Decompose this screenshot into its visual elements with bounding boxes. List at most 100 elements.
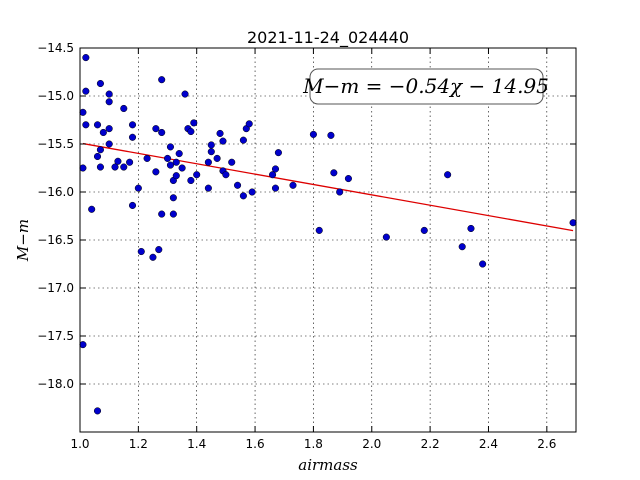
data-point bbox=[245, 120, 253, 128]
data-point bbox=[128, 133, 137, 141]
x-tick-label: 1.4 bbox=[187, 437, 206, 451]
fit-equation-frame bbox=[309, 68, 544, 105]
data-point bbox=[96, 79, 104, 88]
data-point bbox=[219, 137, 227, 145]
fit-equation-text: M−m = −0.54χ − 14.95 bbox=[302, 74, 549, 98]
data-point bbox=[569, 219, 577, 227]
data-point bbox=[330, 169, 338, 177]
data-point bbox=[458, 243, 466, 251]
data-point bbox=[193, 171, 201, 179]
data-point bbox=[444, 171, 452, 179]
y-tick-label: −14.5 bbox=[37, 41, 74, 55]
data-point bbox=[166, 143, 174, 151]
data-point bbox=[204, 184, 212, 192]
data-point bbox=[99, 128, 107, 137]
y-tick-labels: −14.5 −15.0 −15.5 −16.0 −16.5 −17.0 −17.5 −18.0 bbox=[37, 41, 74, 391]
data-points bbox=[79, 54, 577, 415]
data-point bbox=[82, 54, 90, 62]
x-tick-labels: 1.0 1.2 1.4 1.6 1.8 2.0 2.2 2.4 2.6 bbox=[70, 437, 556, 451]
data-point bbox=[271, 184, 280, 192]
data-point bbox=[166, 161, 174, 169]
data-point bbox=[228, 158, 236, 166]
data-point bbox=[382, 233, 390, 241]
data-point bbox=[79, 108, 87, 116]
data-point bbox=[213, 154, 221, 162]
data-point bbox=[79, 341, 87, 349]
data-point bbox=[105, 90, 113, 98]
data-point bbox=[88, 205, 96, 213]
data-point bbox=[336, 188, 344, 196]
data-point bbox=[172, 158, 180, 166]
data-point bbox=[187, 176, 195, 185]
x-tick-label: 2.0 bbox=[362, 437, 381, 451]
y-tick-label: −16.0 bbox=[37, 185, 74, 199]
x-tick-label: 2.6 bbox=[537, 437, 556, 451]
data-point bbox=[155, 246, 163, 254]
data-point bbox=[128, 201, 137, 209]
data-point bbox=[178, 164, 186, 172]
fit-equation-box: M−m = −0.54χ − 14.95 bbox=[302, 68, 549, 105]
data-point bbox=[96, 146, 104, 154]
data-point bbox=[216, 129, 224, 137]
data-point bbox=[274, 149, 282, 157]
data-point bbox=[158, 210, 166, 218]
y-tick-label: −17.5 bbox=[37, 329, 74, 343]
data-point bbox=[479, 260, 487, 268]
data-point bbox=[149, 253, 157, 261]
data-point bbox=[163, 154, 172, 162]
data-point bbox=[344, 175, 352, 183]
data-point bbox=[289, 181, 297, 189]
axis-ticks bbox=[79, 47, 576, 432]
data-point bbox=[111, 163, 119, 171]
data-point bbox=[207, 148, 215, 156]
x-tick-label: 1.8 bbox=[304, 437, 323, 451]
y-tick-label: −18.0 bbox=[37, 377, 74, 391]
data-point bbox=[128, 121, 137, 129]
data-point bbox=[134, 184, 142, 192]
data-point bbox=[248, 188, 256, 196]
data-point bbox=[93, 407, 102, 415]
data-point bbox=[239, 136, 247, 144]
x-tick-label: 2.4 bbox=[479, 437, 498, 451]
data-point bbox=[190, 119, 198, 127]
x-axis-label: airmass bbox=[298, 456, 358, 474]
y-axis-label: M−m bbox=[14, 219, 32, 262]
data-point bbox=[96, 163, 104, 171]
x-tick-label: 1.2 bbox=[129, 437, 148, 451]
data-point bbox=[158, 128, 166, 137]
data-point bbox=[137, 247, 145, 256]
y-tick-label: −17.0 bbox=[37, 281, 74, 295]
data-point bbox=[467, 224, 475, 233]
data-point bbox=[327, 131, 335, 139]
data-point bbox=[105, 98, 113, 106]
data-point bbox=[82, 87, 90, 95]
x-tick-label: 1.0 bbox=[70, 437, 89, 451]
data-point bbox=[175, 150, 183, 158]
data-point bbox=[169, 194, 177, 202]
data-point bbox=[120, 104, 128, 113]
data-point bbox=[187, 127, 195, 136]
data-point bbox=[158, 76, 166, 84]
data-point bbox=[207, 141, 215, 149]
y-tick-label: −15.5 bbox=[37, 137, 74, 151]
data-point bbox=[79, 164, 87, 172]
y-tick-label: −15.0 bbox=[37, 89, 74, 103]
data-point bbox=[269, 171, 277, 179]
data-point bbox=[120, 163, 128, 171]
data-point bbox=[143, 154, 151, 162]
data-point bbox=[204, 158, 212, 166]
data-point bbox=[309, 130, 317, 138]
data-point bbox=[152, 168, 160, 176]
data-point bbox=[420, 226, 428, 234]
data-point bbox=[271, 165, 280, 173]
data-point bbox=[82, 121, 90, 129]
data-point bbox=[93, 152, 102, 161]
y-tick-label: −16.5 bbox=[37, 233, 74, 247]
data-point bbox=[234, 181, 242, 189]
data-point bbox=[315, 226, 323, 234]
data-point bbox=[93, 121, 102, 129]
data-point bbox=[152, 125, 160, 133]
data-point bbox=[114, 157, 122, 165]
data-point bbox=[126, 158, 134, 166]
data-point bbox=[169, 210, 177, 218]
